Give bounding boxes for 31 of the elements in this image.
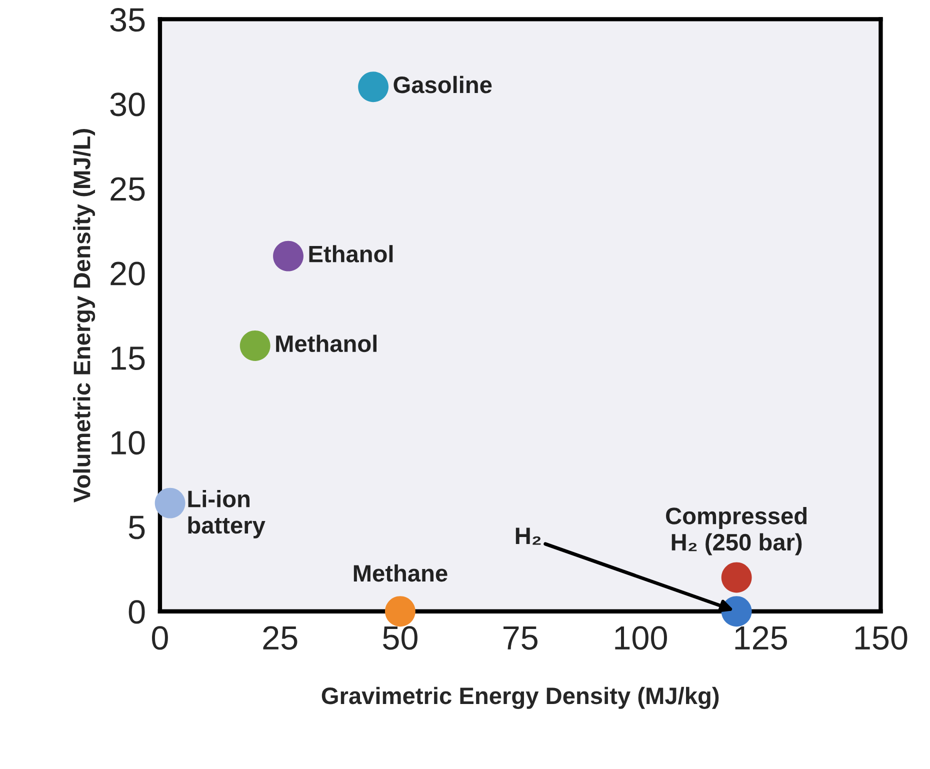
annotation: H₂: [516, 528, 541, 545]
x-tick-label: 100: [615, 626, 667, 650]
y-tick-label: 0: [128, 600, 145, 624]
series-label: Methanol: [276, 334, 376, 352]
y-tick-label: 30: [110, 92, 145, 116]
x-tick-label: 75: [504, 626, 538, 650]
point: [384, 596, 416, 627]
x-tick-label: 25: [263, 626, 298, 650]
x-tick-label: 125: [735, 626, 787, 650]
point: [273, 240, 304, 272]
series-label: Li-ion battery: [188, 490, 266, 538]
y-tick-label: 25: [110, 177, 145, 201]
point: [721, 596, 752, 627]
y-tick-label: 5: [128, 516, 145, 540]
point: [721, 562, 752, 593]
series-label: Ethanol: [309, 245, 393, 262]
x-tick-label: 0: [152, 626, 168, 650]
point: [240, 330, 270, 361]
y-tick-label: 35: [110, 8, 145, 32]
y-tick-label: 20: [110, 262, 145, 286]
x-axis-title: Gravimetric Energy Density (MJ/kg): [322, 686, 719, 709]
point: [154, 488, 186, 518]
x-tick-label: 50: [383, 626, 418, 650]
y-tick-label: 10: [112, 430, 145, 455]
point: [358, 72, 389, 102]
series-label: Gasoline: [394, 76, 492, 94]
series-label: Methane: [354, 564, 448, 582]
y-axis-title: Volumetric Energy Density (MJ/L): [72, 129, 96, 503]
series-label: Compressed H₂ (250 bar): [666, 507, 807, 556]
y-tick-label: 15: [112, 346, 145, 370]
x-tick-label: 150: [855, 626, 908, 650]
